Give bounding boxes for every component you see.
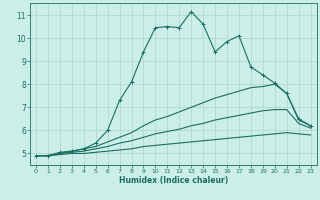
- X-axis label: Humidex (Indice chaleur): Humidex (Indice chaleur): [119, 176, 228, 185]
